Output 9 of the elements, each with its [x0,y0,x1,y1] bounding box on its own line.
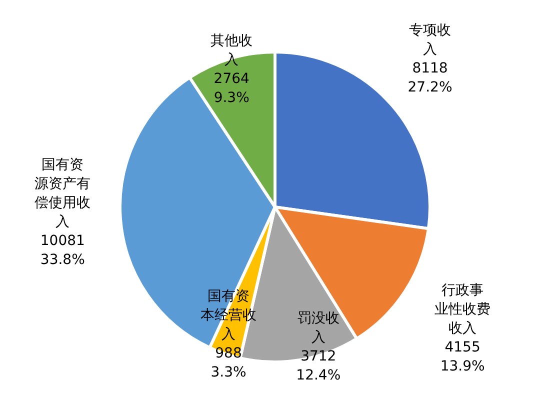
slice-label: 罚没收入 [297,310,340,346]
slice-label: 行政事业性收费收入 [434,282,491,336]
data-label: 8118 27.2% [408,60,452,96]
data-label: 10081 33.8% [40,232,85,268]
data-label: 2764 9.3% [214,71,250,106]
slice-label: 国有资源资产有偿使用收入 [34,156,91,230]
data-label: 3712 12.4% [296,348,341,384]
slice-label: 专项收入 [409,22,451,58]
data-label: 4155 13.9% [440,340,485,374]
